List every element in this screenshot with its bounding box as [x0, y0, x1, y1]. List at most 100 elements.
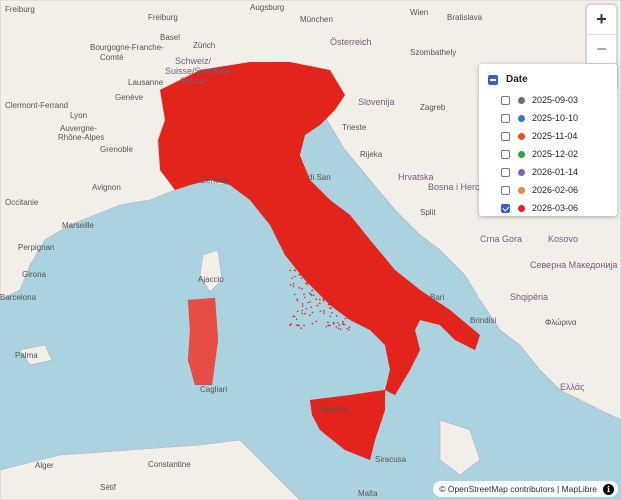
data-point: [319, 298, 321, 301]
points-mainland: [158, 62, 480, 395]
legend-color-dot: [518, 96, 525, 104]
label-kosovo: Kosovo: [548, 234, 578, 244]
label-perpignan: Perpignan: [18, 243, 54, 252]
legend-checkbox[interactable]: [501, 95, 510, 105]
label-lausanne: Lausanne: [128, 78, 164, 87]
legend-item[interactable]: 2025-12-02: [501, 145, 617, 163]
legend-item[interactable]: 2026-01-14: [501, 163, 617, 181]
label-szombathely: Szombathely: [410, 48, 456, 57]
label-bari: Bari: [430, 293, 444, 302]
data-point: [344, 317, 347, 320]
data-point: [348, 282, 351, 285]
label-comte: Comté: [100, 53, 124, 62]
legend-item[interactable]: 2025-11-04: [501, 127, 617, 145]
data-point: [303, 293, 305, 296]
legend-item[interactable]: 2025-10-10: [501, 109, 617, 127]
data-point: [343, 323, 346, 326]
legend-item-label: 2025-11-04: [532, 131, 578, 141]
legend-checkbox[interactable]: [501, 185, 510, 195]
legend-item-label: 2026-03-06: [532, 203, 579, 213]
data-point: [327, 324, 330, 327]
data-point: [330, 283, 333, 286]
data-point: [310, 293, 312, 296]
label-siracusa: Siracusa: [375, 455, 407, 464]
legend-item[interactable]: 2026-02-06: [501, 181, 617, 199]
legend-color-dot: [518, 114, 525, 122]
data-point: [308, 314, 311, 316]
label-augsburg: Augsburg: [250, 3, 284, 12]
legend-header[interactable]: Date: [488, 74, 617, 85]
legend-color-dot: [518, 132, 525, 140]
data-point: [315, 298, 318, 301]
data-point: [334, 270, 336, 273]
data-point: [319, 271, 321, 273]
data-point: [290, 323, 293, 325]
data-point: [329, 324, 331, 327]
data-point: [328, 300, 331, 303]
label-hrvatska: Hrvatska: [398, 172, 434, 182]
data-point: [303, 324, 305, 327]
data-point: [301, 303, 304, 305]
data-point: [326, 283, 328, 285]
legend-checkbox[interactable]: [501, 113, 510, 123]
legend-checkbox[interactable]: [501, 131, 510, 141]
data-points: [158, 62, 480, 460]
data-point: [340, 307, 343, 309]
info-icon[interactable]: i: [603, 483, 614, 495]
label-occitanie: Occitanie: [5, 198, 39, 207]
data-point: [346, 270, 349, 273]
label-auvergne: Auvergne-: [60, 124, 97, 133]
label-freiburg: Freiburg: [5, 5, 35, 14]
label-avignon: Avignon: [92, 183, 121, 192]
data-point: [319, 276, 322, 279]
legend-checkbox[interactable]: [501, 203, 510, 213]
data-point: [325, 325, 328, 328]
legend-item[interactable]: 2026-03-06: [501, 199, 617, 217]
label-girona: Girona: [22, 270, 47, 279]
label-lyon: Lyon: [70, 111, 87, 120]
data-point: [320, 279, 322, 281]
data-point: [296, 299, 299, 302]
label-grenoble: Grenoble: [100, 145, 133, 154]
data-point: [305, 307, 308, 310]
data-point: [311, 322, 314, 325]
data-point: [289, 269, 292, 272]
collapse-toggle-icon[interactable]: [488, 74, 498, 85]
data-point: [345, 302, 348, 305]
label-trieste: Trieste: [342, 123, 367, 132]
legend-color-dot: [518, 204, 525, 212]
data-point: [327, 300, 329, 302]
data-point: [292, 283, 295, 285]
data-point: [348, 328, 350, 331]
data-point: [306, 281, 309, 284]
data-point: [334, 301, 337, 304]
zoom-in-button[interactable]: +: [587, 5, 616, 34]
data-point: [292, 285, 295, 288]
attribution-maplibre-link[interactable]: MapLibre: [561, 484, 597, 494]
data-point: [310, 306, 312, 309]
data-point: [343, 310, 346, 312]
data-point: [348, 294, 351, 297]
label-setif: Sétif: [100, 483, 117, 492]
data-point: [304, 312, 306, 315]
zoom-out-button[interactable]: −: [587, 34, 616, 63]
data-point: [315, 320, 318, 323]
legend-checkbox[interactable]: [501, 149, 510, 159]
legend-checkbox[interactable]: [501, 167, 510, 177]
data-point: [333, 298, 336, 301]
data-point: [343, 272, 346, 275]
label-suisse: Suisse/Svizzera/: [165, 66, 232, 76]
data-point: [303, 296, 306, 299]
legend-item[interactable]: 2025-09-03: [501, 91, 617, 109]
data-point: [324, 290, 327, 292]
data-point: [333, 289, 335, 291]
data-point: [294, 275, 296, 278]
data-point: [329, 307, 331, 309]
label-split: Split: [420, 208, 436, 217]
label-ellas: Ελλάς: [560, 382, 585, 392]
data-point: [328, 303, 331, 306]
attribution-osm-link[interactable]: © OpenStreetMap contributors: [439, 484, 555, 494]
label-florina: Φλώρινα: [545, 318, 577, 327]
data-point: [342, 323, 344, 326]
label-palermo: Palermo: [318, 405, 348, 414]
